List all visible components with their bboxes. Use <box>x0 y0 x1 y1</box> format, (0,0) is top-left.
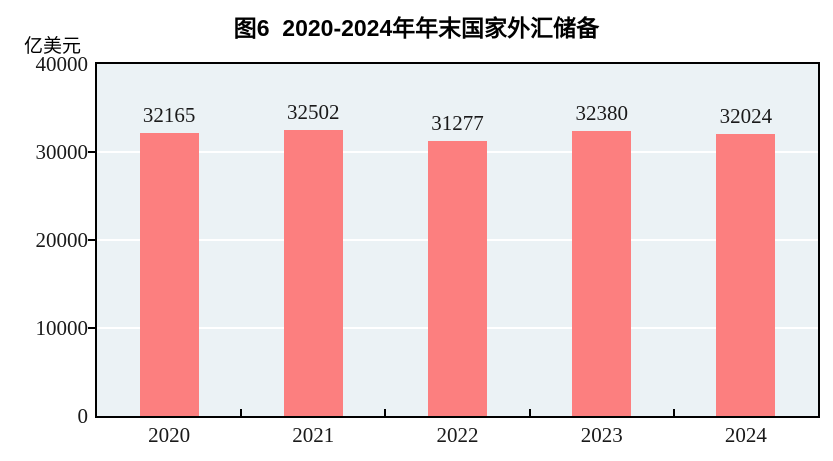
bar-2023 <box>572 131 632 416</box>
y-axis-tick-label-40000: 40000 <box>35 52 89 76</box>
x-axis-tick-label-2022: 2022 <box>436 423 479 447</box>
bar-value-label-2020: 32165 <box>142 102 196 127</box>
bar-value-label-2022: 31277 <box>431 110 484 135</box>
y-axis-tick-mark <box>88 151 95 153</box>
x-axis-tick-mark <box>528 409 531 416</box>
x-axis-tick-mark <box>384 409 387 416</box>
y-axis-tick-label-20000: 20000 <box>35 228 89 252</box>
bar-2024 <box>716 134 776 416</box>
bar-value-label-2024: 32024 <box>719 104 773 129</box>
y-axis-tick-label-10000: 10000 <box>35 316 89 340</box>
x-axis-tick-label-2020: 2020 <box>148 423 191 447</box>
plot-area: 32165 32502 31277 32380 32024 <box>95 62 820 418</box>
y-axis-tick-label-0: 0 <box>77 404 89 428</box>
y-axis-tick-mark <box>88 327 95 329</box>
x-axis-tick-label-2023: 2023 <box>580 423 623 447</box>
bar-2020 <box>139 132 199 416</box>
bar-value-label-2023: 32380 <box>575 101 628 126</box>
x-axis-tick-mark <box>240 409 243 416</box>
x-axis-tick-label-2024: 2024 <box>724 423 767 447</box>
x-axis-tick-mark <box>672 409 675 416</box>
bar-2022 <box>428 140 487 416</box>
y-axis-tick-mark <box>88 239 95 241</box>
bar-2021 <box>283 129 343 416</box>
bar-value-label-2021: 32502 <box>287 99 340 124</box>
chart-title: 图6 2020-2024年年末国家外汇储备 <box>233 15 600 41</box>
y-axis-unit-label: 亿美元 <box>24 36 82 57</box>
y-axis-tick-label-30000: 30000 <box>35 140 89 164</box>
x-axis-tick-label-2021: 2021 <box>292 423 335 447</box>
